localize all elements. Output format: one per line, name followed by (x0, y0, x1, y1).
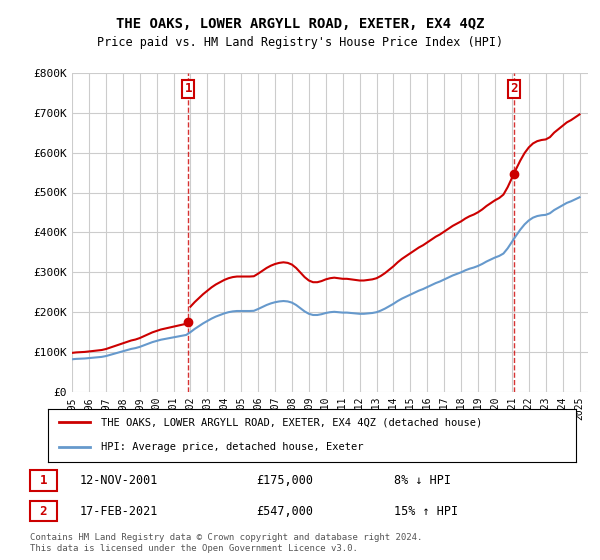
Text: Contains HM Land Registry data © Crown copyright and database right 2024.
This d: Contains HM Land Registry data © Crown c… (30, 533, 422, 553)
Text: 2: 2 (40, 505, 47, 517)
Text: 15% ↑ HPI: 15% ↑ HPI (394, 505, 458, 517)
Text: 2: 2 (510, 82, 518, 95)
Text: HPI: Average price, detached house, Exeter: HPI: Average price, detached house, Exet… (101, 442, 364, 452)
Text: 8% ↓ HPI: 8% ↓ HPI (394, 474, 451, 487)
Text: 17-FEB-2021: 17-FEB-2021 (79, 505, 158, 517)
FancyBboxPatch shape (29, 501, 57, 521)
FancyBboxPatch shape (29, 470, 57, 491)
Text: Price paid vs. HM Land Registry's House Price Index (HPI): Price paid vs. HM Land Registry's House … (97, 36, 503, 49)
Text: 12-NOV-2001: 12-NOV-2001 (79, 474, 158, 487)
Text: THE OAKS, LOWER ARGYLL ROAD, EXETER, EX4 4QZ: THE OAKS, LOWER ARGYLL ROAD, EXETER, EX4… (116, 17, 484, 31)
Text: £175,000: £175,000 (256, 474, 313, 487)
Text: THE OAKS, LOWER ARGYLL ROAD, EXETER, EX4 4QZ (detached house): THE OAKS, LOWER ARGYLL ROAD, EXETER, EX4… (101, 417, 482, 427)
Text: £547,000: £547,000 (256, 505, 313, 517)
Text: 1: 1 (184, 82, 192, 95)
Text: 1: 1 (40, 474, 47, 487)
